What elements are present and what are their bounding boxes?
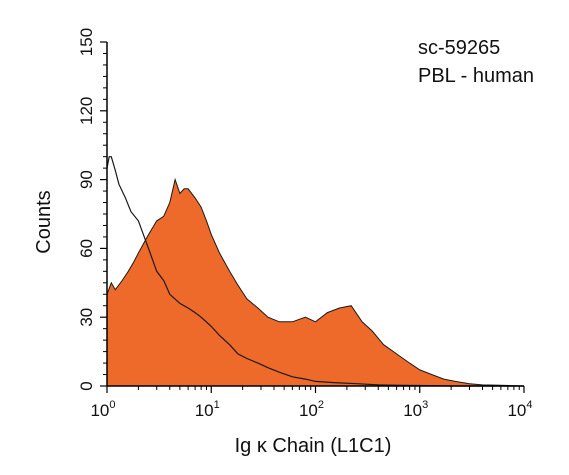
y-tick-label: 150 [77,28,96,56]
y-tick-label: 120 [77,97,96,125]
sample-id-annotation: sc-59265 [418,37,500,59]
x-tick-label: 101 [195,399,220,420]
control-histogram-line [106,156,524,387]
y-tick-label: 60 [77,239,96,258]
stained-histogram-area [106,177,525,387]
y-tick-label: 0 [77,381,96,390]
y-axis-label: Counts [33,190,55,253]
x-axis-label: Ig κ Chain (L1C1) [235,435,392,457]
x-tick-label: 104 [507,399,532,420]
x-tick-label: 100 [90,399,115,420]
series-layer [106,156,525,387]
x-tick-label: 102 [299,399,324,420]
sample-source-annotation: PBL - human [418,65,534,87]
y-tick-label: 30 [77,308,96,327]
x-tick-label: 103 [403,399,428,420]
ticks-layer: 0 30 60 90 120 150 100 101 102 103 104 [77,28,533,420]
y-tick-label: 90 [77,170,96,189]
